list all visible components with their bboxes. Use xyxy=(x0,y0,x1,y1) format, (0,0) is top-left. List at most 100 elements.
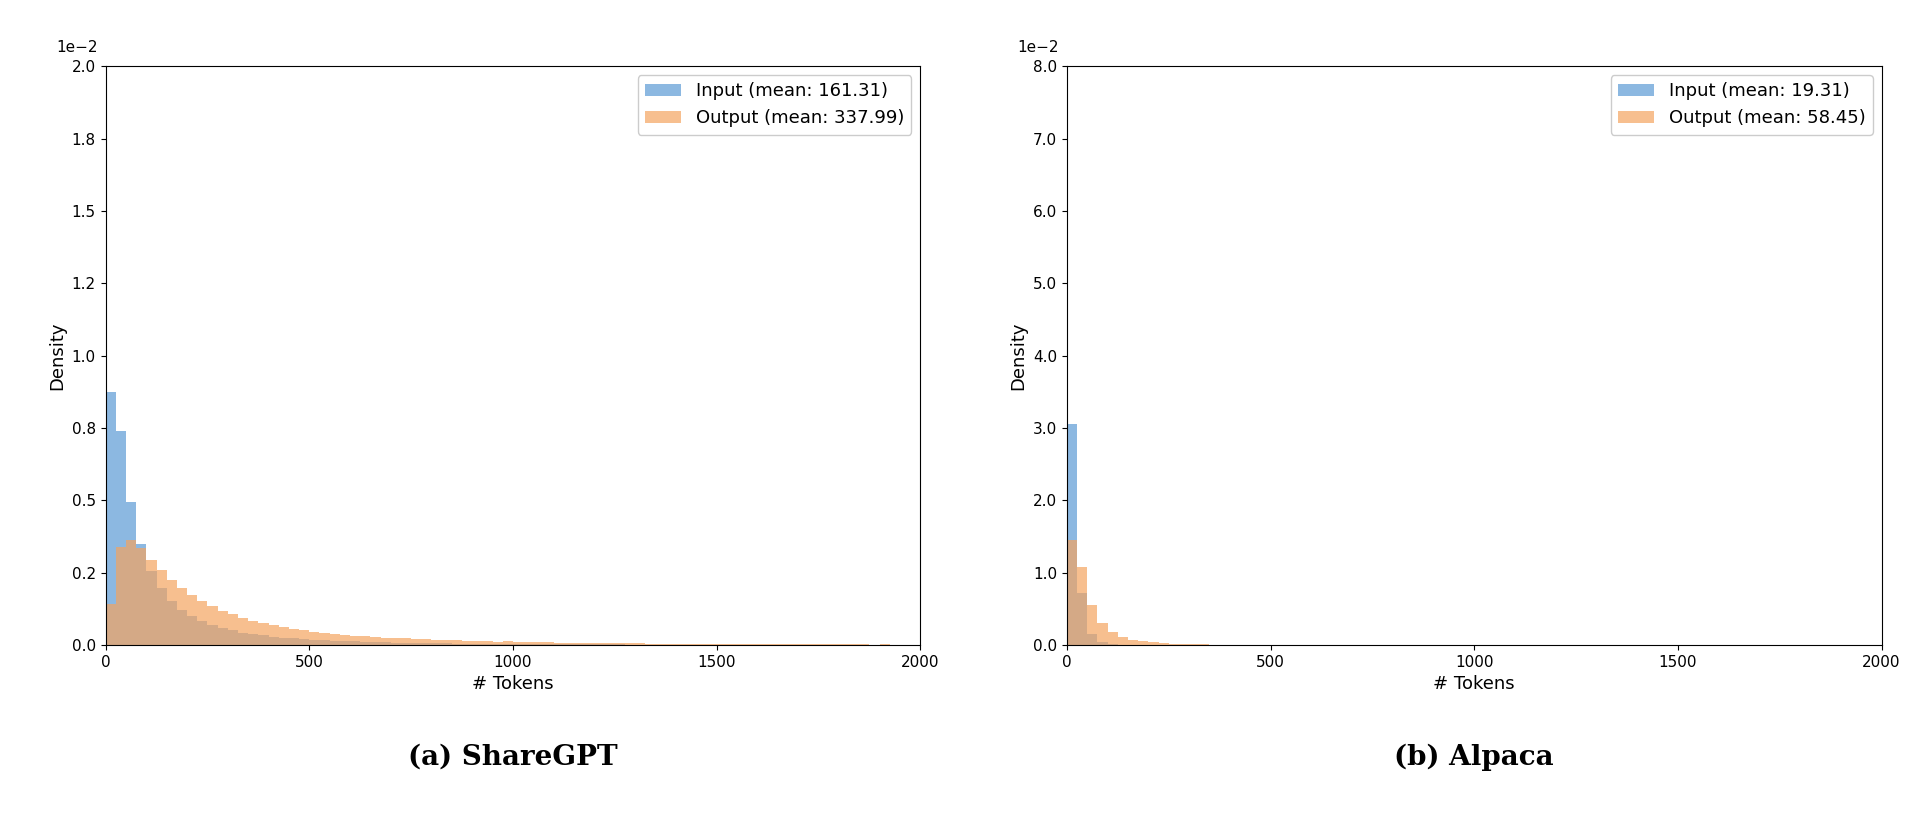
Bar xyxy=(605,643,614,645)
Bar xyxy=(482,641,493,645)
Bar xyxy=(411,643,420,645)
Bar xyxy=(1087,634,1098,645)
Bar xyxy=(420,643,432,645)
Bar xyxy=(685,643,697,645)
Bar xyxy=(463,643,472,645)
Bar xyxy=(157,588,167,645)
Bar xyxy=(136,544,146,645)
Bar xyxy=(349,636,361,645)
Bar xyxy=(146,571,157,645)
Bar xyxy=(534,644,543,645)
Bar xyxy=(564,643,574,645)
Bar xyxy=(756,644,768,645)
Bar xyxy=(451,643,463,645)
Bar xyxy=(238,618,248,645)
Bar xyxy=(666,643,676,645)
Bar xyxy=(288,629,300,645)
Bar xyxy=(340,634,349,645)
Bar xyxy=(207,606,217,645)
Bar xyxy=(401,638,411,645)
Bar xyxy=(248,621,259,645)
Bar xyxy=(371,642,380,645)
Bar xyxy=(259,635,269,645)
Y-axis label: Density: Density xyxy=(1010,322,1027,390)
Bar xyxy=(645,643,655,645)
Bar xyxy=(157,571,167,645)
Bar xyxy=(300,639,309,645)
Bar xyxy=(186,595,198,645)
Bar xyxy=(503,642,513,645)
Text: (a) ShareGPT: (a) ShareGPT xyxy=(409,743,618,771)
Bar xyxy=(513,642,522,645)
Bar xyxy=(319,640,330,645)
Bar xyxy=(442,640,451,645)
Bar xyxy=(1077,566,1087,645)
Bar xyxy=(472,643,482,645)
Bar xyxy=(534,643,543,645)
Bar xyxy=(288,638,300,645)
Bar xyxy=(1087,605,1098,645)
Bar xyxy=(716,644,728,645)
Bar xyxy=(319,633,330,645)
Bar xyxy=(614,643,624,645)
Legend: Input (mean: 161.31), Output (mean: 337.99): Input (mean: 161.31), Output (mean: 337.… xyxy=(637,75,912,135)
Bar xyxy=(707,644,716,645)
Bar xyxy=(411,639,420,645)
Bar xyxy=(361,642,371,645)
Bar xyxy=(728,644,737,645)
Bar xyxy=(553,643,564,645)
Bar xyxy=(1158,643,1169,645)
Bar xyxy=(248,634,259,645)
Bar xyxy=(503,644,513,645)
Bar xyxy=(115,431,127,645)
Bar xyxy=(217,628,228,645)
Bar xyxy=(167,600,177,645)
Bar xyxy=(1139,641,1148,645)
Bar xyxy=(340,641,349,645)
Bar xyxy=(1098,623,1108,645)
Bar xyxy=(463,641,472,645)
Bar xyxy=(522,642,534,645)
Bar xyxy=(371,637,380,645)
Bar xyxy=(392,638,401,645)
Bar xyxy=(186,616,198,645)
Bar xyxy=(115,547,127,645)
Bar xyxy=(278,638,288,645)
Bar xyxy=(127,540,136,645)
Bar xyxy=(207,625,217,645)
Bar xyxy=(269,637,278,645)
Bar xyxy=(177,588,186,645)
Bar xyxy=(177,609,186,645)
Bar xyxy=(442,643,451,645)
Bar xyxy=(228,614,238,645)
Bar xyxy=(1068,540,1077,645)
Bar xyxy=(543,644,553,645)
Bar xyxy=(330,641,340,645)
Text: 1e−2: 1e−2 xyxy=(1018,40,1058,55)
Bar xyxy=(697,644,707,645)
Bar xyxy=(127,502,136,645)
Bar xyxy=(636,643,645,645)
Bar xyxy=(522,644,534,645)
Bar xyxy=(349,642,361,645)
Bar xyxy=(1179,644,1188,645)
Bar xyxy=(778,644,787,645)
Bar xyxy=(1068,423,1077,645)
Bar xyxy=(1129,639,1139,645)
Bar xyxy=(106,605,115,645)
Bar xyxy=(584,643,595,645)
X-axis label: # Tokens: # Tokens xyxy=(472,676,553,693)
Bar xyxy=(420,639,432,645)
Bar xyxy=(269,625,278,645)
Bar xyxy=(1108,644,1117,645)
Bar xyxy=(451,640,463,645)
Bar xyxy=(136,548,146,645)
Bar xyxy=(167,581,177,645)
Y-axis label: Density: Density xyxy=(48,322,65,390)
Bar xyxy=(198,621,207,645)
Bar xyxy=(309,632,319,645)
Bar xyxy=(259,624,269,645)
Bar xyxy=(300,630,309,645)
Bar xyxy=(198,601,207,645)
Bar xyxy=(595,643,605,645)
